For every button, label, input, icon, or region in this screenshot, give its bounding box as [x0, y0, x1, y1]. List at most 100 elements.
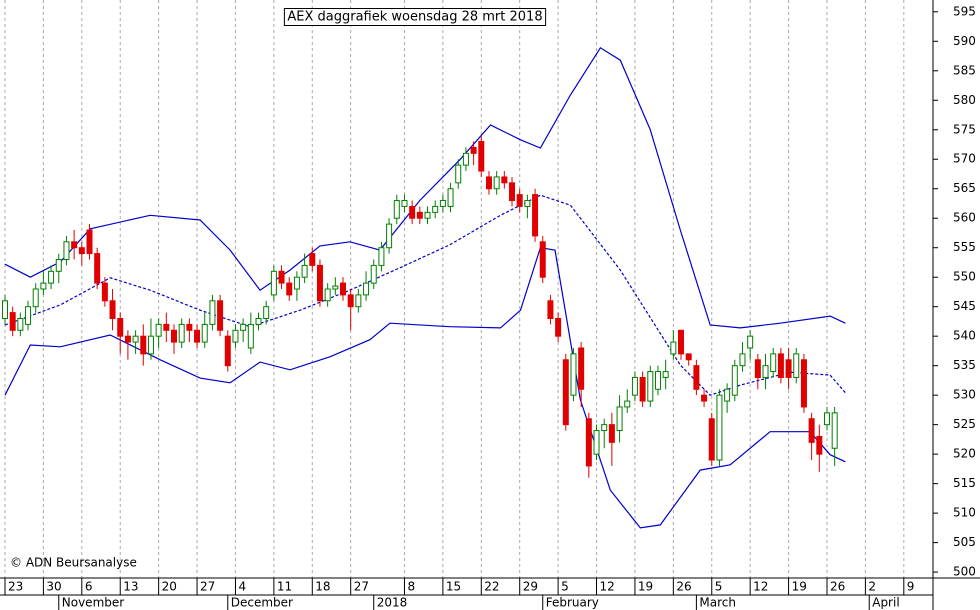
- x-tick-label: 5: [715, 580, 723, 594]
- candle-body: [17, 317, 24, 331]
- x-tick-label: 11: [277, 580, 292, 594]
- candle-body: [701, 394, 708, 402]
- y-tick-label: 585: [953, 63, 976, 77]
- x-tick-label: 9: [907, 580, 915, 594]
- candle-body: [324, 288, 331, 302]
- month-label: December: [231, 596, 293, 610]
- month-label: November: [62, 596, 124, 610]
- candle-body: [263, 306, 270, 319]
- candle-body: [55, 259, 62, 272]
- candle-body: [685, 353, 692, 361]
- x-tick-label: 20: [162, 580, 177, 594]
- candle-body: [570, 353, 577, 396]
- candle-body: [209, 300, 216, 325]
- x-tick-label: 2: [868, 580, 876, 594]
- y-tick-label: 590: [953, 34, 976, 48]
- candle-body: [301, 264, 308, 278]
- candle-body: [432, 205, 439, 213]
- candle-body: [340, 282, 347, 296]
- candle-body: [616, 406, 623, 432]
- y-tick-label: 570: [953, 152, 976, 166]
- y-tick-label: 535: [953, 358, 976, 372]
- candle-body: [347, 294, 354, 308]
- candle-body: [754, 359, 761, 378]
- copyright: © ADN Beursanalyse: [10, 556, 137, 570]
- x-tick-label: 15: [446, 580, 461, 594]
- x-tick-label: 27: [354, 580, 369, 594]
- y-tick-label: 555: [953, 240, 976, 254]
- candle-body: [155, 323, 162, 337]
- candle-body: [724, 388, 731, 402]
- candle-body: [770, 353, 777, 373]
- candle-body: [547, 300, 554, 319]
- candle-body: [808, 418, 815, 443]
- candle-body: [654, 371, 661, 390]
- x-tick-label: 26: [830, 580, 845, 594]
- candle-body: [585, 418, 592, 467]
- month-label: 2018: [377, 596, 408, 610]
- x-tick-label: 29: [523, 580, 538, 594]
- candle-body: [608, 424, 615, 443]
- candle-body: [485, 176, 492, 190]
- chart-title: AEX daggrafiek woensdag 28 mrt 2018: [287, 10, 542, 25]
- x-tick-label: 8: [407, 580, 415, 594]
- candle-body: [439, 200, 446, 207]
- candle-body: [293, 276, 300, 290]
- candle-body: [255, 317, 262, 325]
- candle-body: [800, 359, 807, 408]
- candle-body: [240, 323, 247, 331]
- y-tick-label: 525: [953, 417, 976, 431]
- x-tick-label: 27: [200, 580, 215, 594]
- candle-body: [32, 288, 39, 308]
- y-tick-label: 575: [953, 122, 976, 136]
- candle-body: [171, 329, 178, 343]
- y-tick-label: 530: [953, 388, 976, 402]
- title-box: [283, 8, 547, 26]
- candle-body: [731, 365, 738, 396]
- y-tick-label: 505: [953, 535, 976, 549]
- x-tick-label: 26: [676, 580, 691, 594]
- candle-body: [224, 335, 231, 367]
- candle-body: [363, 282, 370, 296]
- x-tick-label: 6: [85, 580, 93, 594]
- candle-body: [309, 253, 316, 266]
- candle-body: [662, 371, 669, 378]
- candle-body: [816, 435, 823, 455]
- candle-body: [601, 424, 608, 432]
- candle-body: [270, 270, 277, 296]
- candle-body: [624, 400, 631, 408]
- x-tick-label: 19: [792, 580, 807, 594]
- candle-body: [117, 317, 124, 337]
- candle-body: [578, 347, 585, 390]
- candle-body: [493, 176, 500, 190]
- candle-body: [370, 264, 377, 284]
- candle-body: [424, 211, 431, 219]
- x-tick-label: 19: [638, 580, 653, 594]
- candle-body: [101, 282, 108, 302]
- candle-body: [247, 323, 254, 349]
- candle-body: [401, 200, 408, 207]
- x-tick-label: 5: [561, 580, 569, 594]
- candle-body: [393, 200, 400, 219]
- candle-body: [785, 359, 792, 378]
- candle-body: [316, 264, 323, 302]
- y-tick-label: 560: [953, 211, 976, 225]
- candle-body: [109, 300, 116, 319]
- y-tick-label: 510: [953, 506, 976, 520]
- candle-body: [147, 335, 154, 355]
- y-tick-label: 580: [953, 93, 976, 107]
- y-tick-label: 520: [953, 447, 976, 461]
- candle-body: [9, 312, 16, 331]
- candle-body: [25, 306, 32, 325]
- x-tick-label: 23: [8, 580, 23, 594]
- candle-body: [470, 146, 477, 154]
- candle-body: [539, 241, 546, 278]
- candle-body: [378, 247, 385, 266]
- candle-body: [639, 376, 646, 402]
- band-line: [4, 46, 846, 329]
- candle-body: [140, 335, 147, 355]
- candle-body: [40, 282, 47, 290]
- x-tick-label: 12: [753, 580, 768, 594]
